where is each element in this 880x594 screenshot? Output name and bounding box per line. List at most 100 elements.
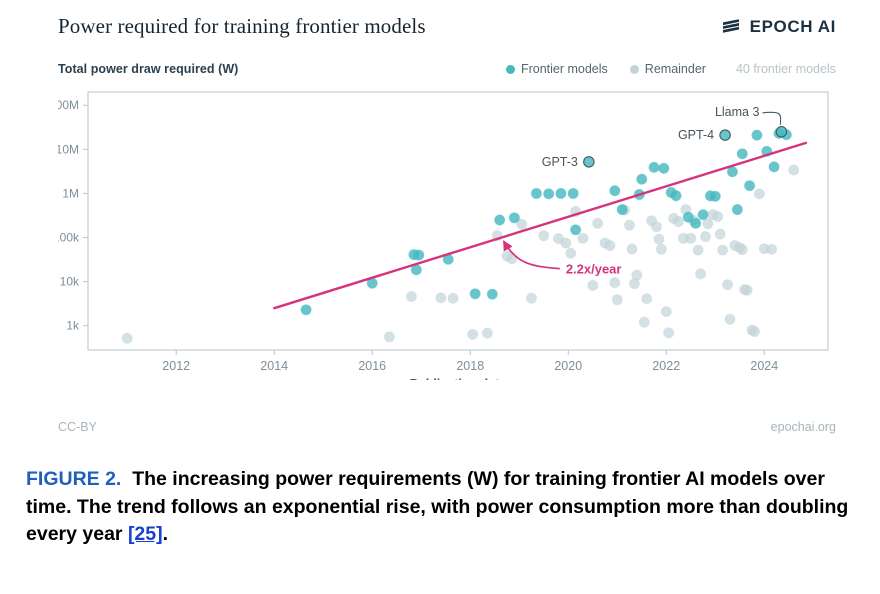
scatter-point[interactable] <box>702 218 714 230</box>
annotated-point-ring <box>583 156 595 168</box>
scatter-point[interactable] <box>736 244 748 256</box>
legend-item-remainder[interactable]: Remainder <box>629 62 706 76</box>
scatter-point[interactable] <box>638 316 650 328</box>
scatter-point[interactable] <box>765 243 778 256</box>
scatter-point[interactable] <box>650 221 663 233</box>
legend-label: Remainder <box>644 62 706 76</box>
x-axis-title: Publication date <box>410 377 507 380</box>
legend-item-frontier-models[interactable]: Frontier models <box>505 62 608 76</box>
scatter-point[interactable] <box>721 279 734 291</box>
scatter-point[interactable] <box>435 292 447 304</box>
scatter-point[interactable] <box>653 233 665 245</box>
scatter-point[interactable] <box>640 293 653 305</box>
y-axis-title: Total power draw required (W) <box>58 62 239 76</box>
chart-header: Power required for training frontier mod… <box>58 14 836 52</box>
scatter-point[interactable] <box>699 230 712 243</box>
legend-dot-icon <box>629 64 639 74</box>
scatter-point[interactable] <box>569 224 582 236</box>
scatter-point[interactable] <box>413 249 425 261</box>
scatter-point[interactable] <box>567 187 579 200</box>
scatter-point[interactable] <box>709 190 721 203</box>
scatter-point[interactable] <box>565 247 577 259</box>
scatter-point[interactable] <box>697 208 709 221</box>
scatter-point[interactable] <box>658 162 670 175</box>
scatter-point[interactable] <box>685 232 697 245</box>
scatter-point[interactable] <box>577 232 589 245</box>
x-tick-label: 2020 <box>554 359 582 373</box>
scatter-point[interactable] <box>121 332 133 344</box>
trend-line <box>273 141 808 310</box>
source-text: epochai.org <box>770 420 836 434</box>
scatter-point[interactable] <box>623 219 636 231</box>
data-points-layer <box>121 126 800 344</box>
scatter-point[interactable] <box>300 304 312 316</box>
scatter-point[interactable] <box>655 243 668 256</box>
figure-caption: FIGURE 2. The increasing power requireme… <box>26 466 862 549</box>
x-tick-label: 2018 <box>456 359 484 373</box>
annotated-point-ring <box>775 126 788 138</box>
scatter-point[interactable] <box>712 210 724 223</box>
model-annotation-label: Llama 3 <box>715 105 760 119</box>
scatter-point[interactable] <box>555 187 567 200</box>
scatter-point[interactable] <box>486 288 498 300</box>
scatter-point[interactable] <box>670 189 682 202</box>
scatter-point[interactable] <box>748 325 761 338</box>
scatter-point[interactable] <box>516 218 528 230</box>
scatter-point[interactable] <box>467 328 479 340</box>
figure-card: Power required for training frontier mod… <box>58 14 836 438</box>
scatter-point[interactable] <box>648 161 660 174</box>
license-text: CC-BY <box>58 420 97 434</box>
scatter-point[interactable] <box>560 237 572 249</box>
scatter-point[interactable] <box>469 288 481 300</box>
scatter-point[interactable] <box>530 187 543 200</box>
scatter-point[interactable] <box>731 203 744 216</box>
scatter-point[interactable] <box>724 313 736 326</box>
scatter-point[interactable] <box>716 244 729 256</box>
scatter-point[interactable] <box>508 212 521 224</box>
scatter-point[interactable] <box>628 277 641 290</box>
scatter-point[interactable] <box>493 214 506 226</box>
scatter-point[interactable] <box>405 290 418 303</box>
scatter-point[interactable] <box>481 327 494 339</box>
scatter-point[interactable] <box>714 228 726 240</box>
scatter-point[interactable] <box>616 203 628 216</box>
legend-label: Frontier models <box>520 62 608 76</box>
scatter-point[interactable] <box>736 148 748 160</box>
scatter-point[interactable] <box>604 239 616 252</box>
scatter-point[interactable] <box>525 292 538 304</box>
scatter-point[interactable] <box>689 217 702 230</box>
caption-figure-label: FIGURE 2. <box>26 468 122 490</box>
y-tick-label: 100k <box>58 231 80 245</box>
annotation-leader-line <box>762 111 782 125</box>
scatter-point[interactable] <box>383 331 396 343</box>
chart-footer: CC-BY epochai.org <box>58 420 836 438</box>
scatter-point[interactable] <box>609 185 621 197</box>
scatter-point[interactable] <box>636 173 648 185</box>
epoch-slashes-icon <box>722 19 739 33</box>
caption-reference-link[interactable]: [25] <box>127 523 163 546</box>
scatter-point[interactable] <box>587 279 599 292</box>
scatter-point[interactable] <box>694 268 707 280</box>
y-tick-label: 100M <box>58 98 79 112</box>
scatter-point[interactable] <box>611 293 623 306</box>
scatter-point[interactable] <box>660 305 672 318</box>
scatter-point[interactable] <box>741 284 753 296</box>
scatter-point[interactable] <box>768 161 780 173</box>
scatter-point[interactable] <box>692 244 704 256</box>
scatter-point[interactable] <box>751 129 763 141</box>
scatter-point[interactable] <box>609 276 621 289</box>
scatter-point[interactable] <box>447 292 459 304</box>
scatter-point[interactable] <box>672 215 685 228</box>
scatter-point[interactable] <box>591 217 604 230</box>
scatter-point[interactable] <box>788 164 800 176</box>
scatter-point[interactable] <box>538 230 550 242</box>
epoch-ai-logo: EPOCH AI <box>719 17 836 37</box>
scatter-point[interactable] <box>663 327 675 339</box>
scatter-point[interactable] <box>753 188 766 200</box>
trend-rate-label: 2.2x/year <box>566 262 622 277</box>
scatter-point[interactable] <box>682 211 695 223</box>
scatter-point[interactable] <box>542 188 555 200</box>
scatter-point[interactable] <box>743 179 756 192</box>
scatter-point[interactable] <box>626 243 638 255</box>
trend-annotation-arrow <box>502 240 560 270</box>
